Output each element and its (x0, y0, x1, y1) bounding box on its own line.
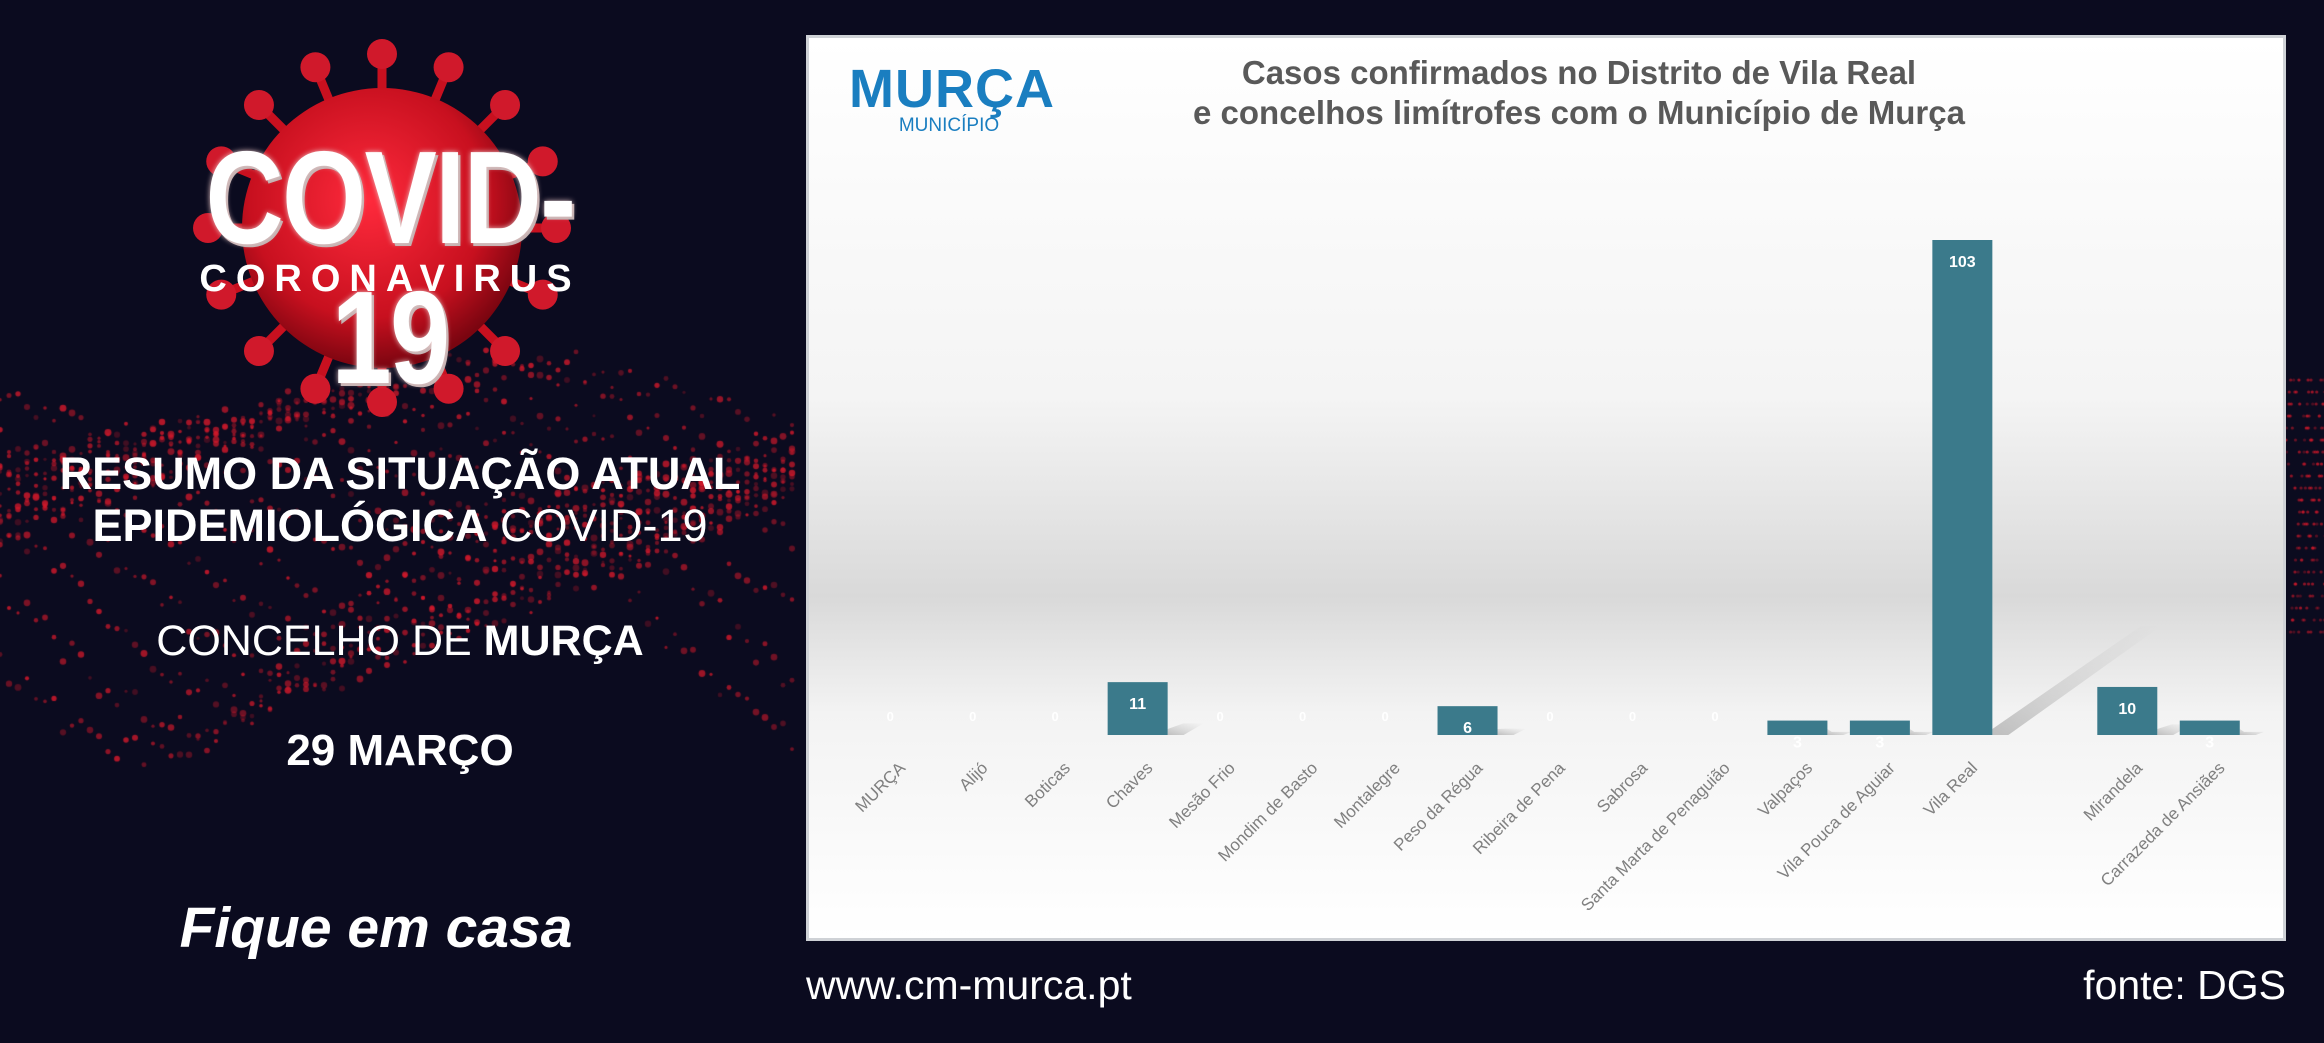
virus-spike-tip (193, 213, 223, 243)
x-tick-label: Boticas (1021, 758, 1074, 811)
chart-panel: MURÇA MUNICÍPIO Casos confirmados no Dis… (806, 35, 2286, 941)
bar-shadow (1497, 728, 1527, 735)
chart-title-line-1: Casos confirmados no Distrito de Vila Re… (1241, 54, 1917, 91)
virus-spike-tip (490, 89, 521, 120)
virus-spike-tip (243, 89, 274, 120)
virus-spike-tip (490, 336, 521, 367)
x-tick-label: Montalegre (1330, 758, 1404, 832)
bar-12 (1849, 720, 1910, 735)
data-source: fonte: DGS (2083, 962, 2286, 1008)
summary-line-2-rest: COVID-19 (487, 500, 708, 551)
murca-brand-logo: MURÇA MUNICÍPIO (849, 59, 1055, 136)
virus-spike-tip (367, 387, 397, 417)
x-tick-label: Alijó (955, 758, 991, 794)
bar-16 (2179, 720, 2240, 735)
virus-spike-tip (300, 52, 331, 83)
virus-spike-tip (300, 373, 331, 404)
bar-shadow (1827, 729, 1852, 735)
x-tick-label: Valpaços (1754, 758, 1816, 820)
virus-spike-tip (206, 279, 237, 310)
bar-value-label: 0 (1299, 709, 1306, 724)
website-link[interactable]: www.cm-murca.pt (806, 962, 1132, 1008)
x-tick-label: Chaves (1102, 758, 1156, 812)
x-tick-label: Mesão Frio (1165, 758, 1239, 832)
virus-spike-tip (433, 52, 464, 83)
bar-shadow (1909, 729, 1935, 735)
bar-value-label: 0 (1381, 709, 1388, 724)
bar-shadow (2239, 729, 2265, 735)
bar-value-label: 103 (1949, 254, 1976, 271)
concelho-prefix: CONCELHO DE (156, 617, 484, 665)
stay-home-slogan: Fique em casa (179, 896, 573, 960)
virus-spike-tip (527, 279, 558, 310)
summary-line-1: RESUMO DA SITUAÇÃO ATUAL (59, 448, 741, 499)
covid-logo-subtitle: CORONAVIRUS (199, 258, 581, 300)
bar-value-label: 10 (2118, 701, 2136, 718)
virus-body (242, 88, 522, 368)
bar-15 (2097, 686, 2158, 735)
bar-value-label: 3 (2205, 735, 2214, 752)
chart-title: Casos confirmados no Distrito de Vila Re… (1069, 53, 2089, 133)
x-tick-label: MURÇA (852, 758, 910, 816)
situation-summary-heading: RESUMO DA SITUAÇÃO ATUAL EPIDEMIOLÓGICA … (0, 448, 800, 552)
bar-shadow (1992, 626, 2161, 735)
concelho-heading: CONCELHO DE MURÇA (0, 617, 800, 666)
bar-value-label: 0 (1546, 709, 1553, 724)
bar-13 (1932, 240, 1993, 735)
x-tick-label: Vila Real (1920, 758, 1981, 819)
bar-11 (1767, 720, 1828, 735)
bar-3 (1107, 682, 1168, 735)
brand-subtitle: MUNICÍPIO (898, 115, 1000, 136)
bar-value-label: 0 (887, 709, 894, 724)
bar-value-label: 0 (1629, 709, 1636, 724)
bar-value-label: 0 (969, 709, 976, 724)
bar-value-label: 0 (1052, 709, 1059, 724)
covid-logo-title: COVID-19 (205, 124, 577, 411)
x-tick-label: Mirandela (2080, 758, 2147, 825)
virus-spike-tip (243, 336, 274, 367)
summary-line-2-bold: EPIDEMIOLÓGICA (92, 500, 488, 551)
virus-spike-tip (433, 373, 464, 404)
chart-title-line-2: e concelhos limítrofes com o Município d… (1193, 94, 1965, 131)
brand-name: MURÇA (849, 59, 1055, 119)
virus-spike-tip (367, 39, 397, 69)
x-tick-label: Santa Marta de Penaguião (1577, 758, 1733, 914)
left-panel: COVID-19 CORONAVIRUS RESUMO DA SITUAÇÃO … (0, 0, 800, 1043)
bar-value-label: 6 (1463, 720, 1472, 737)
virus-spike-tip (541, 213, 571, 243)
concelho-name: MURÇA (483, 617, 644, 665)
bar-shadow (1167, 723, 1204, 735)
coronavirus-icon (193, 39, 571, 417)
report-date: 29 MARÇO (286, 726, 514, 775)
bar-value-label: 11 (1129, 696, 1146, 713)
bar-7 (1437, 706, 1498, 735)
bar-value-label: 0 (1217, 709, 1224, 724)
virus-spike-tip (527, 146, 558, 177)
bar-value-label: 0 (1711, 709, 1718, 724)
bar-value-label: 3 (1793, 735, 1802, 752)
x-tick-label: Sabrosa (1593, 758, 1652, 817)
virus-spike-tip (206, 146, 237, 177)
bar-value-label: 3 (1875, 735, 1884, 752)
